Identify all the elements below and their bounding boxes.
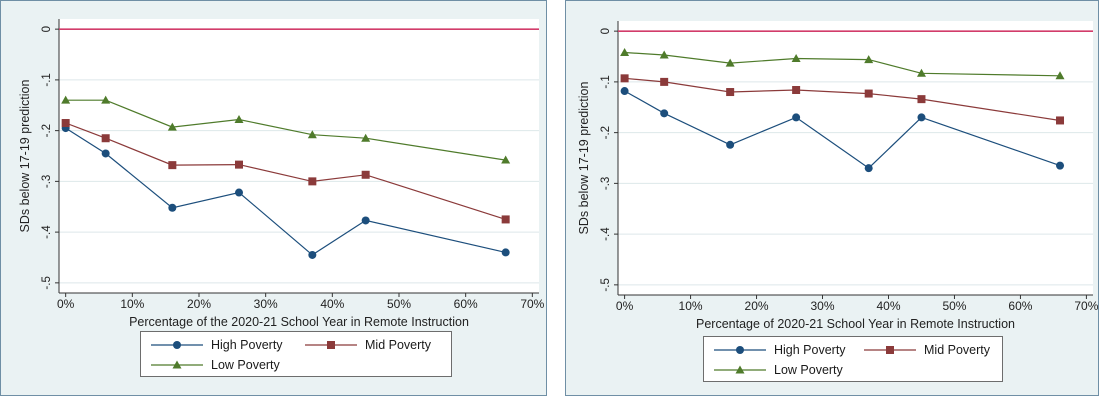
- x-tick-label: 10%: [679, 299, 703, 313]
- x-tick-label: 40%: [320, 297, 344, 311]
- x-tick-label: 50%: [942, 299, 966, 313]
- x-tick-label: 30%: [810, 299, 834, 313]
- data-point: [917, 95, 926, 104]
- data-point: [308, 250, 317, 259]
- y-tick-label: -.1: [600, 75, 612, 88]
- data-point: [61, 95, 71, 104]
- y-tick-label: -.4: [41, 225, 53, 239]
- legend-item-mid-poverty: Mid Poverty: [301, 336, 451, 354]
- legend-label: Mid Poverty: [365, 338, 431, 352]
- data-point: [307, 130, 317, 139]
- y-axis-title: SDs below 17-19 prediction: [18, 80, 32, 233]
- data-point: [361, 133, 371, 142]
- y-tick-label: -.3: [41, 175, 53, 188]
- legend-label: Low Poverty: [211, 358, 280, 372]
- y-tick-label: -.3: [600, 177, 612, 190]
- y-tick-label: -.5: [600, 278, 612, 291]
- data-point: [620, 47, 630, 56]
- data-point: [660, 109, 669, 118]
- data-point: [61, 119, 70, 128]
- data-point: [864, 55, 874, 64]
- data-point: [501, 215, 510, 224]
- data-point: [791, 54, 801, 63]
- legend-item-high-poverty: High Poverty: [710, 341, 855, 359]
- data-point: [361, 170, 370, 179]
- data-point: [101, 95, 111, 104]
- data-point: [361, 216, 370, 225]
- data-point: [916, 68, 926, 77]
- chart-panel-left: 0 -.1 -.2 -.3 -.4 -.5 0% 10% 20% 30% 40% 50% 60% 70% P…: [0, 0, 547, 396]
- plot-area: [618, 21, 1093, 295]
- x-tick-label: 30%: [254, 297, 278, 311]
- data-point: [659, 50, 669, 59]
- data-point: [660, 77, 669, 86]
- y-tick-label: -.1: [41, 73, 53, 86]
- legend-item-high-poverty: High Poverty: [147, 336, 297, 354]
- data-point: [234, 114, 244, 123]
- legend-item-mid-poverty: Mid Poverty: [860, 341, 1002, 359]
- data-point: [501, 248, 510, 257]
- x-tick-label: 40%: [876, 299, 900, 313]
- data-point: [864, 164, 873, 173]
- data-point: [235, 188, 243, 197]
- legend-right: High Poverty Mid Poverty Low Poverty: [703, 336, 1003, 382]
- data-point: [168, 161, 177, 170]
- legend-label: High Poverty: [211, 338, 283, 352]
- y-tick-label: 0: [600, 28, 612, 34]
- legend-item-low-poverty: Low Poverty: [710, 361, 855, 379]
- y-axis-title: SDs below 17-19 prediction: [577, 82, 591, 235]
- data-point: [725, 58, 735, 67]
- x-tick-label: 50%: [387, 297, 411, 311]
- legend-label: Mid Poverty: [924, 343, 990, 357]
- x-axis-title: Percentage of the 2020-21 School Year in…: [129, 315, 469, 329]
- data-point: [726, 88, 735, 97]
- x-tick-label: 60%: [1008, 299, 1032, 313]
- data-point: [168, 203, 177, 212]
- data-point: [501, 155, 511, 164]
- data-point: [792, 113, 801, 122]
- data-point: [864, 89, 873, 98]
- x-tick-label: 70%: [1074, 299, 1098, 313]
- y-tick-label: -.2: [600, 126, 612, 139]
- y-tick-label: -.4: [600, 227, 612, 241]
- data-point: [167, 122, 177, 131]
- x-tick-label: 20%: [745, 299, 769, 313]
- chart-left: 0 -.1 -.2 -.3 -.4 -.5 0% 10% 20% 30% 40% 50% 60% 70% P…: [18, 19, 545, 329]
- data-point: [1056, 116, 1065, 125]
- data-point: [235, 160, 243, 169]
- legend-left: High Poverty Mid Poverty Low Poverty: [140, 331, 452, 377]
- legend-label: Low Poverty: [774, 363, 843, 377]
- data-point: [917, 113, 926, 122]
- data-point: [1056, 161, 1065, 170]
- x-tick-label: 60%: [454, 297, 478, 311]
- data-point: [620, 74, 629, 83]
- data-point: [726, 140, 735, 149]
- y-tick-label: -.5: [41, 276, 53, 289]
- data-point: [792, 86, 801, 95]
- y-tick-label: 0: [41, 26, 53, 32]
- x-tick-label: 0%: [57, 297, 75, 311]
- chart-panel-right: 0 -.1 -.2 -.3 -.4 -.5 0% 10% 20% 30% 40% 50% 60% 70% P…: [565, 0, 1099, 396]
- data-point: [1055, 71, 1065, 80]
- data-point: [308, 177, 317, 186]
- y-tick-label: -.2: [41, 124, 53, 137]
- x-tick-label: 20%: [187, 297, 211, 311]
- data-point: [101, 149, 110, 158]
- chart-right: 0 -.1 -.2 -.3 -.4 -.5 0% 10% 20% 30% 40% 50% 60% 70% P…: [577, 21, 1099, 331]
- x-tick-label: 10%: [120, 297, 144, 311]
- x-tick-label: 70%: [520, 297, 544, 311]
- x-axis-title: Percentage of 2020-21 School Year in Rem…: [696, 317, 1015, 331]
- data-point: [620, 87, 629, 96]
- data-point: [101, 134, 110, 143]
- plot-area: [59, 19, 539, 293]
- legend-label: High Poverty: [774, 343, 846, 357]
- x-tick-label: 0%: [616, 299, 634, 313]
- legend-item-low-poverty: Low Poverty: [147, 356, 297, 374]
